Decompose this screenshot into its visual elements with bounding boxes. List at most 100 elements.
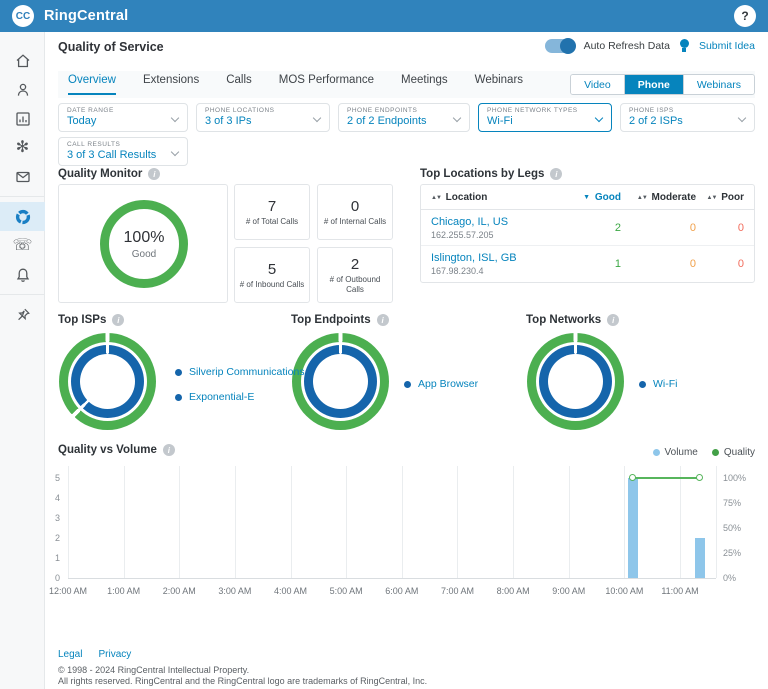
- top-endpoints-legend: App Browser: [404, 378, 478, 390]
- legend-item[interactable]: Silverip Communications: [175, 366, 305, 378]
- filter-call-results[interactable]: CALL RESULTS 3 of 3 Call Results: [58, 137, 188, 166]
- tab-webinars[interactable]: Webinars: [475, 74, 523, 95]
- moderate-count: 0: [621, 258, 696, 270]
- sidebar-item-home[interactable]: [0, 46, 45, 75]
- info-icon[interactable]: i: [607, 314, 619, 326]
- column-header-poor[interactable]: ▲▼ Poor: [696, 192, 744, 203]
- auto-refresh-toggle[interactable]: [545, 39, 575, 53]
- account-avatar[interactable]: CC: [12, 5, 34, 27]
- info-icon[interactable]: i: [163, 444, 175, 456]
- legend-item-volume[interactable]: Volume: [653, 447, 698, 458]
- info-icon[interactable]: i: [148, 168, 160, 180]
- good-count: 2: [566, 222, 621, 234]
- location-ip: 162.255.57.205: [431, 230, 566, 240]
- x-tick-label: 3:00 AM: [205, 586, 265, 596]
- x-tick-label: 8:00 AM: [483, 586, 543, 596]
- info-icon[interactable]: i: [377, 314, 389, 326]
- quality-vs-volume-title: Quality vs Volume i: [58, 444, 175, 456]
- submit-idea-link[interactable]: Submit Idea: [699, 40, 755, 52]
- privacy-link[interactable]: Privacy: [98, 649, 131, 660]
- sidebar-item-analytics[interactable]: [0, 104, 45, 133]
- y-tick-label-right: 100%: [723, 473, 746, 483]
- grid-line: [569, 466, 570, 578]
- column-header-moderate[interactable]: ▲▼ Moderate: [621, 192, 696, 203]
- filter-phone-locations[interactable]: PHONE LOCATIONS 3 of 3 IPs: [196, 103, 330, 132]
- table-row: Islington, ISL, GB 167.98.230.4 1 0 0: [421, 246, 754, 282]
- legend-dot: [653, 449, 660, 456]
- sort-icon: ▲▼: [431, 195, 441, 201]
- sidebar-item-phone-system[interactable]: ☏: [0, 231, 45, 260]
- column-header-location[interactable]: ▲▼ Location: [431, 192, 566, 203]
- internal-calls-card: 0 # of Internal Calls: [317, 184, 393, 240]
- tab-extensions[interactable]: Extensions: [143, 74, 199, 95]
- envelope-icon: [14, 168, 32, 186]
- filter-phone-endpoints[interactable]: PHONE ENDPOINTS 2 of 2 Endpoints: [338, 103, 470, 132]
- legend-dot: [639, 381, 646, 388]
- grid-line: [680, 466, 681, 578]
- grid-line: [124, 466, 125, 578]
- top-endpoints-donut: [292, 333, 389, 430]
- top-networks-legend: Wi-Fi: [639, 378, 678, 390]
- header-actions: Auto Refresh Data Submit Idea: [545, 39, 755, 53]
- sidebar-item-notifications[interactable]: [0, 260, 45, 289]
- moderate-count: 0: [621, 222, 696, 234]
- sidebar-item-apps[interactable]: ✻: [0, 133, 45, 162]
- quality-gauge: 100% Good: [100, 200, 188, 288]
- legend-item[interactable]: App Browser: [404, 378, 478, 390]
- filter-date-range[interactable]: DATE RANGE Today: [58, 103, 188, 132]
- legend-dot: [404, 381, 411, 388]
- donut-icon: [14, 208, 32, 226]
- x-tick-label: 7:00 AM: [427, 586, 487, 596]
- total-calls-card: 7 # of Total Calls: [234, 184, 310, 240]
- sidebar-item-quality-of-service[interactable]: [0, 202, 45, 231]
- location-link[interactable]: Islington, ISL, GB: [431, 252, 566, 264]
- top-networks-title: Top Networks i: [526, 314, 619, 326]
- quality-line: [633, 477, 700, 479]
- legend-item-quality[interactable]: Quality: [712, 447, 755, 458]
- top-isps-title: Top ISPs i: [58, 314, 124, 326]
- quality-monitor-title: Quality Monitor i: [58, 168, 160, 180]
- top-networks-donut: [527, 333, 624, 430]
- quality-status: Good: [132, 249, 156, 260]
- legal-link[interactable]: Legal: [58, 649, 82, 660]
- info-icon[interactable]: i: [112, 314, 124, 326]
- filter-phone-isps[interactable]: PHONE ISPS 2 of 2 ISPs: [620, 103, 755, 132]
- legend-dot: [175, 369, 182, 376]
- column-header-good[interactable]: ▼ Good: [566, 192, 621, 203]
- legend-item[interactable]: Wi-Fi: [639, 378, 678, 390]
- tab-calls[interactable]: Calls: [226, 74, 252, 95]
- chevron-down-icon: [171, 114, 179, 122]
- call-count-cards: 7 # of Total Calls 0 # of Internal Calls…: [234, 184, 393, 303]
- x-axis-line: [68, 578, 716, 579]
- legend-item[interactable]: Exponential-E: [175, 391, 305, 403]
- help-button[interactable]: ?: [734, 5, 756, 27]
- chevron-down-icon: [595, 114, 603, 122]
- media-button-video[interactable]: Video: [571, 75, 625, 94]
- lightbulb-icon: [679, 39, 690, 53]
- filters-row-2: CALL RESULTS 3 of 3 Call Results: [58, 137, 188, 166]
- media-button-webinars[interactable]: Webinars: [684, 75, 754, 94]
- tab-meetings[interactable]: Meetings: [401, 74, 448, 95]
- location-link[interactable]: Chicago, IL, US: [431, 216, 566, 228]
- home-icon: [14, 52, 32, 70]
- top-locations-table: ▲▼ Location ▼ Good ▲▼ Moderate ▲▼ Poor C…: [420, 184, 755, 283]
- info-icon[interactable]: i: [550, 168, 562, 180]
- media-type-switch: Video Phone Webinars: [570, 74, 755, 95]
- location-ip: 167.98.230.4: [431, 266, 566, 276]
- y-tick-label-left: 1: [30, 553, 60, 563]
- top-isps-legend: Silverip Communications Exponential-E: [175, 366, 305, 403]
- filter-phone-network-types[interactable]: PHONE NETWORK TYPES Wi-Fi: [478, 103, 612, 132]
- y-tick-label-right: 50%: [723, 523, 741, 533]
- tab-overview[interactable]: Overview: [68, 74, 116, 95]
- grid-line: [179, 466, 180, 578]
- sidebar-item-messages[interactable]: [0, 162, 45, 191]
- sidebar-item-contacts[interactable]: [0, 75, 45, 104]
- tab-mos-performance[interactable]: MOS Performance: [279, 74, 374, 95]
- grid-line: [68, 466, 69, 578]
- person-icon: [14, 81, 32, 99]
- top-locations-title: Top Locations by Legs i: [420, 168, 562, 180]
- legend-dot: [175, 394, 182, 401]
- media-button-phone[interactable]: Phone: [625, 75, 684, 94]
- sidebar-item-pinned[interactable]: [0, 300, 45, 329]
- auto-refresh-label: Auto Refresh Data: [584, 40, 670, 52]
